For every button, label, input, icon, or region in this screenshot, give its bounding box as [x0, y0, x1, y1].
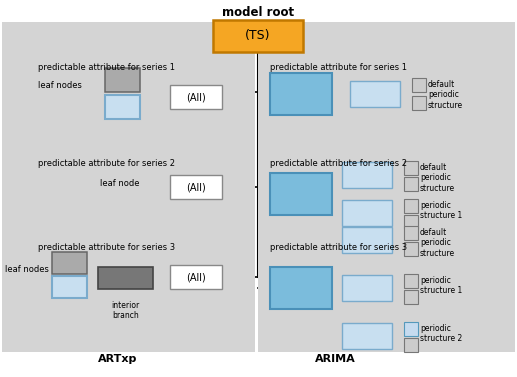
Bar: [52, 252, 87, 274]
Text: periodic
structure 1: periodic structure 1: [420, 201, 462, 221]
Text: predictable attribute for series 2: predictable attribute for series 2: [270, 159, 407, 169]
Bar: [404, 199, 418, 213]
Bar: [404, 215, 418, 229]
Bar: [170, 175, 222, 199]
Bar: [404, 242, 418, 256]
Bar: [342, 162, 392, 188]
Text: default
periodic
structure: default periodic structure: [420, 163, 455, 193]
Bar: [170, 265, 222, 289]
Text: (All): (All): [186, 272, 206, 282]
Bar: [270, 173, 332, 215]
Bar: [404, 338, 418, 352]
Bar: [170, 85, 222, 109]
Text: default
periodic
structure: default periodic structure: [428, 80, 463, 110]
Text: predictable attribute for series 2: predictable attribute for series 2: [38, 159, 175, 169]
Text: ARIMA: ARIMA: [315, 354, 355, 364]
Text: predictable attribute for series 3: predictable attribute for series 3: [38, 242, 175, 251]
Bar: [342, 323, 392, 349]
Text: (All): (All): [186, 92, 206, 102]
Bar: [404, 161, 418, 175]
Text: leaf nodes: leaf nodes: [38, 81, 82, 89]
Bar: [258, 22, 515, 352]
Bar: [412, 78, 426, 92]
Bar: [342, 200, 392, 226]
Text: predictable attribute for series 1: predictable attribute for series 1: [270, 63, 407, 72]
Bar: [98, 267, 153, 289]
Bar: [270, 267, 332, 309]
Bar: [2, 22, 255, 352]
Text: (TS): (TS): [245, 29, 271, 43]
Bar: [404, 226, 418, 240]
Bar: [52, 276, 87, 298]
Bar: [105, 68, 140, 92]
Text: periodic
structure 2: periodic structure 2: [420, 324, 462, 343]
Bar: [404, 274, 418, 288]
Bar: [412, 96, 426, 110]
Bar: [270, 73, 332, 115]
Text: (All): (All): [186, 182, 206, 192]
Text: default
periodic
structure: default periodic structure: [420, 228, 455, 258]
Text: leaf nodes: leaf nodes: [5, 265, 49, 274]
Bar: [342, 275, 392, 301]
Text: predictable attribute for series 3: predictable attribute for series 3: [270, 242, 407, 251]
Text: leaf node: leaf node: [100, 178, 140, 187]
Bar: [105, 95, 140, 119]
Bar: [213, 20, 303, 52]
Text: ARTxp: ARTxp: [98, 354, 138, 364]
Text: model root: model root: [222, 6, 294, 18]
Text: periodic
structure 1: periodic structure 1: [420, 276, 462, 296]
Bar: [404, 322, 418, 336]
Bar: [350, 81, 400, 107]
Text: interior
branch: interior branch: [111, 301, 140, 320]
Bar: [342, 227, 392, 253]
Bar: [404, 177, 418, 191]
Bar: [404, 290, 418, 304]
Text: predictable attribute for series 1: predictable attribute for series 1: [38, 63, 175, 72]
